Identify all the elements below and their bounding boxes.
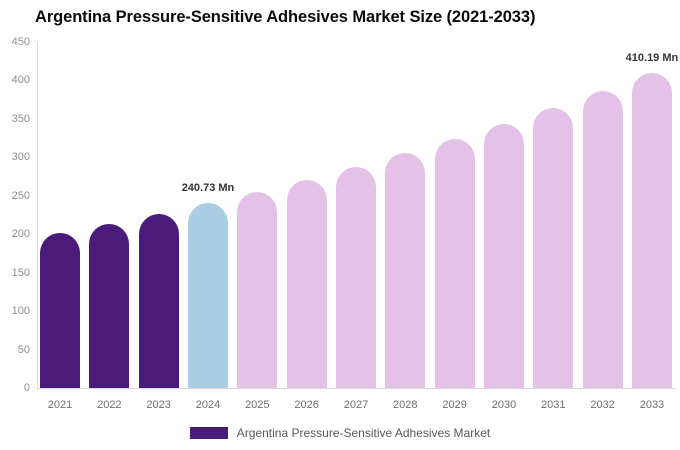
x-label-2031: 2031 bbox=[541, 399, 566, 411]
bar-2023[interactable] bbox=[138, 213, 179, 388]
y-tick-400: 400 bbox=[11, 74, 30, 87]
x-label-2021: 2021 bbox=[47, 399, 73, 411]
y-tick-200: 200 bbox=[11, 228, 30, 241]
annotation-2033: 410.19 Mn bbox=[625, 51, 679, 64]
x-label-2033: 2033 bbox=[639, 399, 665, 411]
bar-2031[interactable] bbox=[533, 107, 574, 388]
y-tick-100: 100 bbox=[11, 305, 30, 318]
bar-2029[interactable] bbox=[434, 139, 475, 388]
y-tick-150: 150 bbox=[11, 266, 30, 279]
legend[interactable]: Argentina Pressure-Sensitive Adhesives M… bbox=[0, 426, 680, 440]
x-label-2025: 2025 bbox=[245, 399, 270, 411]
x-label-2032: 2032 bbox=[590, 399, 615, 411]
y-tick-300: 300 bbox=[11, 151, 30, 164]
x-axis-line bbox=[37, 388, 676, 389]
y-axis-line bbox=[37, 42, 38, 388]
bar-2027[interactable] bbox=[335, 166, 376, 388]
y-tick-450: 450 bbox=[11, 36, 30, 48]
bar-2033[interactable] bbox=[631, 72, 672, 388]
bar-2028[interactable] bbox=[385, 153, 426, 388]
y-tick-50: 50 bbox=[17, 343, 30, 356]
bar-2024[interactable] bbox=[187, 202, 228, 388]
bar-2021[interactable] bbox=[40, 232, 80, 388]
x-label-2024: 2024 bbox=[195, 399, 221, 411]
bar-2025[interactable] bbox=[237, 191, 278, 388]
y-tick-250: 250 bbox=[11, 189, 30, 202]
legend-label: Argentina Pressure-Sensitive Adhesives M… bbox=[236, 426, 491, 440]
x-label-2026: 2026 bbox=[294, 399, 319, 411]
x-label-2029: 2029 bbox=[442, 399, 467, 411]
chart-title: Argentina Pressure-Sensitive Adhesives M… bbox=[35, 8, 536, 26]
x-label-2027: 2027 bbox=[343, 399, 369, 411]
legend-swatch bbox=[189, 427, 228, 439]
y-tick-0: 0 bbox=[23, 382, 30, 394]
bar-2032[interactable] bbox=[582, 90, 623, 388]
y-tick-350: 350 bbox=[11, 112, 30, 125]
bar-2022[interactable] bbox=[89, 223, 130, 388]
x-label-2022: 2022 bbox=[97, 399, 122, 411]
bar-2030[interactable] bbox=[483, 123, 524, 388]
annotation-2024: 240.73 Mn bbox=[181, 181, 235, 194]
x-label-2028: 2028 bbox=[393, 399, 418, 411]
x-label-2030: 2030 bbox=[491, 399, 517, 411]
bar-2026[interactable] bbox=[286, 179, 327, 388]
x-label-2023: 2023 bbox=[146, 399, 171, 411]
